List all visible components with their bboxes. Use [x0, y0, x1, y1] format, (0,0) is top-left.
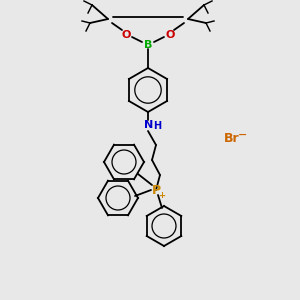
Text: O: O: [165, 30, 175, 40]
Text: −: −: [238, 130, 248, 140]
Text: H: H: [153, 121, 161, 131]
Text: +: +: [158, 190, 166, 200]
Text: O: O: [121, 30, 131, 40]
Text: N: N: [144, 120, 154, 130]
Text: B: B: [144, 40, 152, 50]
Text: P: P: [152, 184, 160, 196]
Text: Br: Br: [224, 131, 240, 145]
